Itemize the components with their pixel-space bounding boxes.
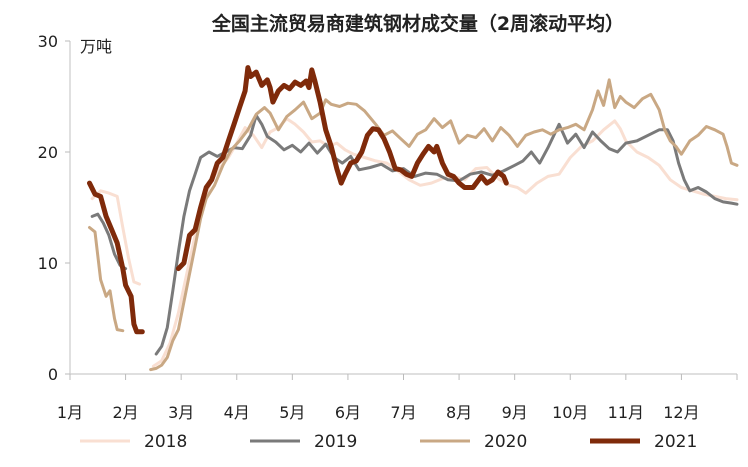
- y-tick-label: 0: [48, 365, 58, 384]
- y-unit-label: 万吨: [80, 37, 112, 56]
- x-tick-label: 9月: [502, 403, 528, 422]
- series-line-2018: [151, 117, 739, 368]
- series-line-2021: [175, 65, 509, 272]
- x-tick-label: 2月: [112, 403, 138, 422]
- chart-title: 全国主流贸易商建筑钢材成交量（2周滚动平均）: [211, 12, 624, 35]
- x-tick-label: 1月: [57, 403, 83, 422]
- x-tick-label: 12月: [663, 403, 699, 422]
- x-tick-label: 8月: [446, 403, 472, 422]
- x-tick-label: 10月: [552, 403, 588, 422]
- y-tick-label: 10: [38, 254, 58, 273]
- x-tick-label: 7月: [390, 403, 416, 422]
- x-tick-label: 4月: [224, 403, 250, 422]
- x-ticks: 1月 2月 3月 4月 5月 6月 7月 8月 9月 10月 11月 12月: [57, 374, 738, 422]
- series-line-2019: [154, 113, 739, 356]
- series-line-2018: [90, 189, 141, 286]
- y-ticks: 0 10 20 30: [38, 32, 70, 384]
- series-line-2020: [149, 78, 739, 372]
- legend-label-2020: 2020: [484, 432, 527, 452]
- legend-label-2018: 2018: [144, 432, 187, 452]
- y-tick-label: 30: [38, 32, 58, 51]
- x-tick-label: 11月: [608, 403, 644, 422]
- series-line-2021: [87, 180, 145, 335]
- legend-label-2021: 2021: [654, 432, 697, 452]
- legend: 2018 2019 2020 2021: [80, 432, 697, 452]
- legend-label-2019: 2019: [314, 432, 357, 452]
- x-tick-label: 3月: [168, 403, 194, 422]
- x-tick-label: 6月: [335, 403, 361, 422]
- x-tick-label: 5月: [279, 403, 305, 422]
- plot-area: [87, 65, 739, 372]
- y-tick-label: 20: [38, 143, 58, 162]
- series-line-2020: [88, 226, 125, 333]
